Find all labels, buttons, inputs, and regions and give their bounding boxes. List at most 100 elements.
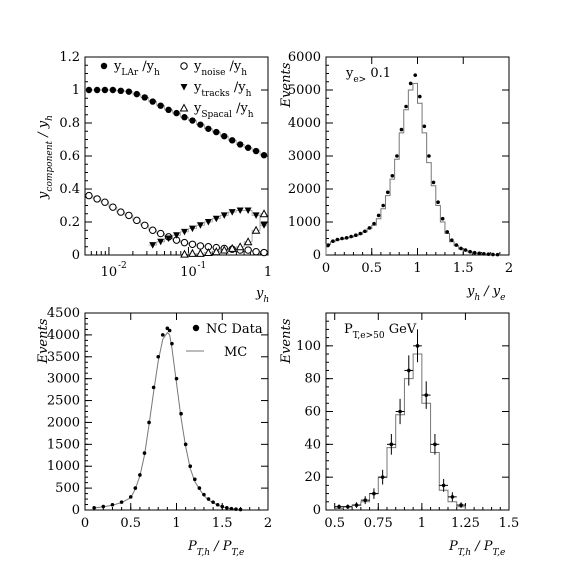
legend-marker-0 [100,62,108,70]
x-tick-label: 1.5 [212,516,233,531]
series-2-point [165,235,173,242]
data-point [472,250,477,255]
x-tick-label: 1.5 [453,261,474,276]
x-tick-label: 10 [180,265,197,280]
data-point [345,504,350,509]
series-3-point [227,243,237,252]
series-3-point [211,247,221,256]
mc-curve [94,331,241,511]
data-point [151,385,156,390]
data-point [220,504,225,509]
series-0-point [117,87,125,95]
data-point [206,497,211,501]
series-0-point [173,109,180,117]
series-1-point [141,221,149,230]
x-axis-label: PT,h / PT,e [187,539,244,558]
y-tick-label: 4000 [47,328,80,343]
data-point [427,154,431,158]
series-0-point [221,133,228,140]
y-axis-label: Events [279,62,294,108]
data-point [349,234,353,239]
data-point [167,328,172,333]
data-point [436,200,440,204]
series-2-point [149,242,157,249]
series-0-point [125,88,133,95]
data-point [486,252,491,256]
legend-label-data: NC Data [206,322,263,337]
x-tick-label: 0.5 [361,261,382,276]
series-0-point [109,86,117,94]
y-tick-label: 3000 [288,149,321,164]
series-2-point [180,228,188,236]
series-1-point [180,238,189,247]
data-point [463,248,468,252]
legend-label-3: ySpacal /yh [193,101,254,120]
legend-label-1: ynoise /yh [193,59,247,78]
data-point [367,226,372,230]
data-point [110,502,115,507]
data-point [406,368,411,373]
data-point [335,237,340,242]
data-point [482,252,486,256]
series-0-point [213,128,220,136]
legend-label-mc: MC [224,345,247,360]
x-axis-label: yh [255,286,269,305]
series-0-point [93,86,101,94]
y-tick-label: 0 [72,248,80,263]
x-tick-label: 10 [101,265,118,280]
series-2-point [260,222,268,229]
legend-marker-2 [180,84,188,91]
data-point [441,483,446,488]
series-1-point [244,246,252,254]
data-point [380,475,385,479]
data-point [138,473,142,477]
data-point [225,506,229,510]
data-point [389,442,394,447]
x-tick-label: 1.5 [499,516,520,531]
annotation: ye> 0.1 [345,66,391,85]
x-tick-label: 1 [264,265,272,280]
x-tick-label: 0 [322,261,330,276]
data-point [445,230,450,234]
y-tick-label: 100 [296,339,321,354]
data-point [450,495,455,499]
data-point [326,243,331,247]
data-point [331,239,335,243]
data-point [376,213,381,218]
data-point [119,500,124,504]
series-3-point [251,225,261,234]
y-tick-label: 0 [313,503,321,518]
y-tick-label: 0 [313,248,321,263]
data-point [354,503,359,507]
y-tick-label: 0.2 [59,215,80,230]
x-axis-label: PT,h / PT,e [448,539,505,558]
data-point [197,486,202,490]
data-point [160,333,165,337]
y-tick-label: 2000 [47,415,80,430]
y-tick-label: 0.6 [59,149,80,164]
series-3-point [188,248,197,257]
series-3-point [243,237,253,246]
y-tick-label: 1 [72,83,80,98]
series-0-point [229,137,236,144]
x-axis-label: yh / ye [466,284,505,303]
series-0-point [157,102,164,109]
data-point [92,506,96,510]
series-1-point [85,191,93,200]
series-0-point [189,117,196,124]
legend-marker-1 [180,62,188,70]
y-tick-label: 500 [55,481,80,496]
series-1-point [188,240,197,248]
series-2-point [220,212,228,219]
data-point [431,180,436,185]
data-point [211,500,215,504]
data-point [372,491,376,496]
series-3-point [180,249,189,258]
data-point [156,354,160,359]
series-0-point [244,144,252,151]
data-point [495,252,500,257]
series-1-point [252,248,260,256]
y-tick-label: 0.8 [59,116,80,131]
data-point [337,504,341,509]
